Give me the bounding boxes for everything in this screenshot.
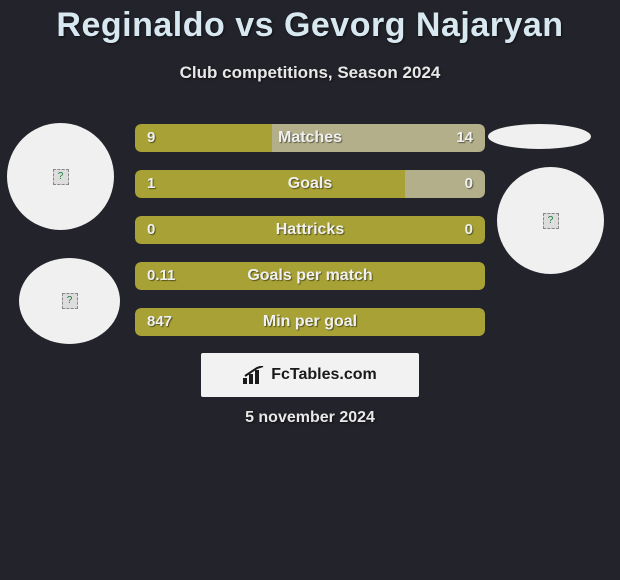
club-left-logo: ? — [19, 258, 120, 344]
placeholder-icon: ? — [62, 293, 78, 309]
stat-value-right: 14 — [456, 124, 473, 152]
stat-row-goals: 1 Goals 0 — [135, 170, 485, 198]
chart-icon — [243, 366, 265, 384]
player-right-avatar: ? — [497, 167, 604, 274]
branding-badge: FcTables.com — [201, 353, 419, 397]
placeholder-icon: ? — [543, 213, 559, 229]
stat-row-goals-per-match: 0.11 Goals per match — [135, 262, 485, 290]
stat-label: Hattricks — [135, 216, 485, 244]
player-right-disc — [488, 124, 591, 149]
stat-value-right: 0 — [465, 170, 473, 198]
branding-text: FcTables.com — [271, 366, 377, 384]
subtitle: Club competitions, Season 2024 — [0, 63, 620, 83]
stat-row-matches: 9 Matches 14 — [135, 124, 485, 152]
placeholder-icon: ? — [53, 169, 69, 185]
date-label: 5 november 2024 — [0, 409, 620, 427]
stat-label: Goals — [135, 170, 485, 198]
stat-row-hattricks: 0 Hattricks 0 — [135, 216, 485, 244]
stat-label: Goals per match — [135, 262, 485, 290]
stat-label: Min per goal — [135, 308, 485, 336]
player-left-avatar: ? — [7, 123, 114, 230]
stats-container: 9 Matches 14 1 Goals 0 0 Hattricks 0 0.1… — [135, 124, 485, 354]
page-title: Reginaldo vs Gevorg Najaryan — [0, 0, 620, 45]
stat-value-right: 0 — [465, 216, 473, 244]
stat-row-min-per-goal: 847 Min per goal — [135, 308, 485, 336]
stat-label: Matches — [135, 124, 485, 152]
